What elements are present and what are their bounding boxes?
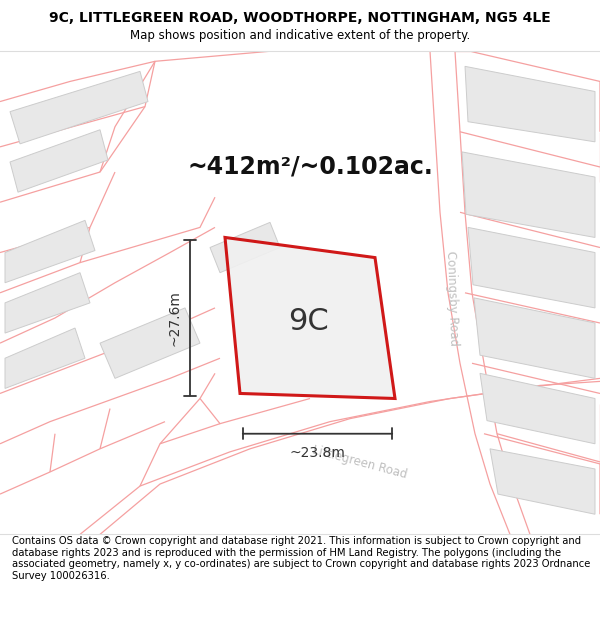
Polygon shape — [465, 66, 595, 142]
Text: Contains OS data © Crown copyright and database right 2021. This information is : Contains OS data © Crown copyright and d… — [12, 536, 590, 581]
Text: Map shows position and indicative extent of the property.: Map shows position and indicative extent… — [130, 29, 470, 42]
Text: ~27.6m: ~27.6m — [168, 290, 182, 346]
Polygon shape — [5, 328, 85, 388]
Polygon shape — [100, 308, 200, 378]
Polygon shape — [225, 238, 395, 399]
Polygon shape — [490, 449, 595, 514]
Polygon shape — [468, 228, 595, 308]
Text: Coningsby Road: Coningsby Road — [444, 250, 460, 346]
Polygon shape — [474, 298, 595, 378]
Polygon shape — [5, 221, 95, 282]
Text: ~412m²/~0.102ac.: ~412m²/~0.102ac. — [187, 155, 433, 179]
Polygon shape — [210, 222, 280, 272]
Polygon shape — [462, 152, 595, 238]
Polygon shape — [5, 272, 90, 333]
Text: 9C: 9C — [289, 308, 329, 336]
Text: ~23.8m: ~23.8m — [290, 446, 346, 460]
Polygon shape — [10, 130, 108, 192]
Text: Littlegreen Road: Littlegreen Road — [311, 443, 409, 481]
Polygon shape — [480, 373, 595, 444]
Polygon shape — [10, 71, 148, 144]
Text: 9C, LITTLEGREEN ROAD, WOODTHORPE, NOTTINGHAM, NG5 4LE: 9C, LITTLEGREEN ROAD, WOODTHORPE, NOTTIN… — [49, 11, 551, 25]
